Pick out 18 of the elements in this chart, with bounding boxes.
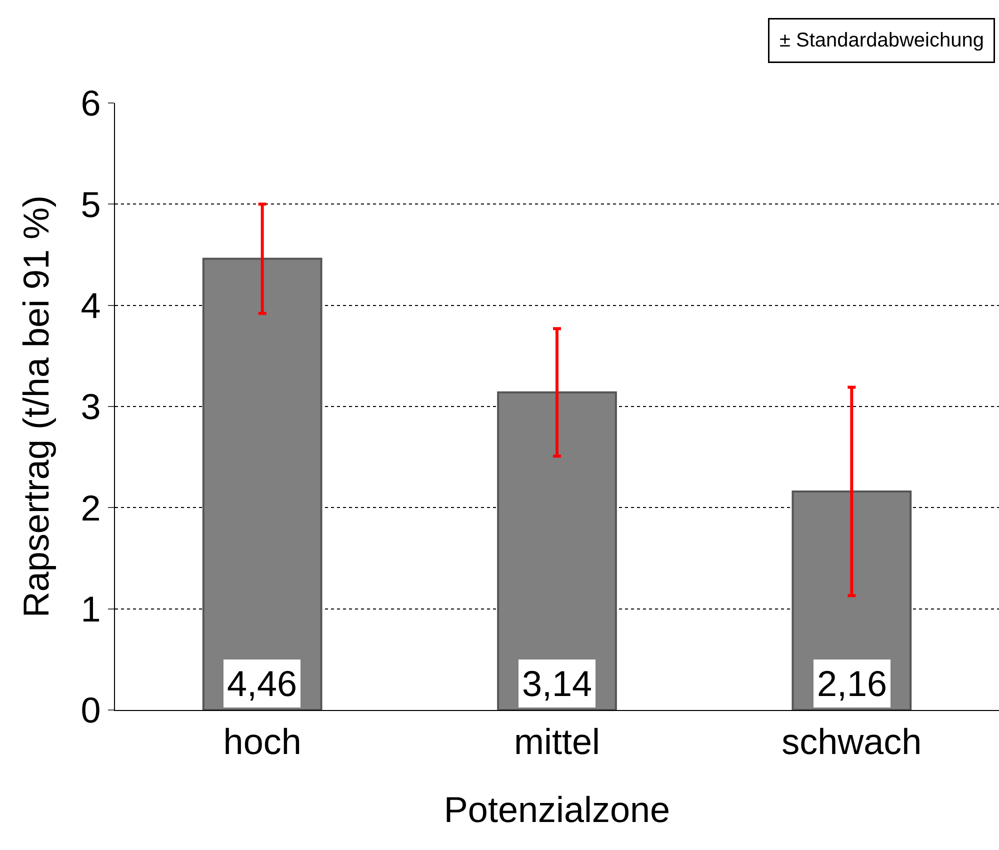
y-tick-label: 6	[80, 82, 101, 124]
x-tick-label: schwach	[782, 721, 922, 762]
y-tick-label: 2	[80, 487, 101, 528]
y-axis-title: Rapsertrag (t/ha bei 91 %)	[16, 195, 57, 618]
y-tick-label: 5	[80, 184, 101, 225]
bar	[202, 258, 322, 710]
data-label: 4,46	[227, 663, 298, 704]
y-tick-label: 1	[80, 588, 101, 630]
x-tick-label: hoch	[223, 721, 302, 762]
y-tick-label: 0	[80, 690, 101, 731]
text: ± Standardabweichung	[780, 30, 984, 52]
y-tick-label: 3	[80, 386, 101, 428]
data-label: 2,16	[817, 663, 888, 704]
data-label: 3,14	[522, 663, 592, 704]
x-axis-title: Potenzialzone	[444, 788, 670, 830]
y-tick-label: 4	[80, 284, 101, 326]
bar	[497, 391, 617, 710]
x-tick-label: mittel	[514, 721, 600, 762]
